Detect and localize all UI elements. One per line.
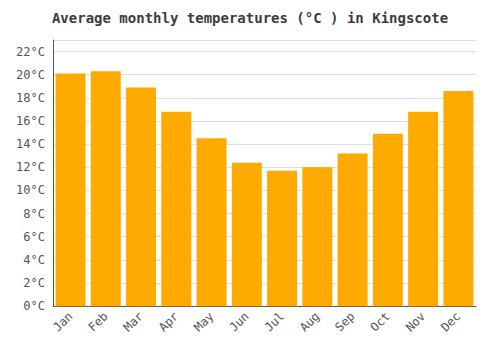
svg-text:May: May (191, 309, 216, 334)
svg-text:Jul: Jul (262, 309, 287, 334)
svg-text:2°C: 2°C (23, 276, 45, 290)
svg-text:0°C: 0°C (23, 299, 45, 313)
svg-text:Nov: Nov (403, 309, 428, 334)
svg-text:Jun: Jun (227, 309, 252, 334)
svg-text:Feb: Feb (86, 309, 111, 334)
svg-text:Jan: Jan (50, 309, 75, 334)
svg-text:20°C: 20°C (16, 68, 45, 82)
svg-text:Dec: Dec (438, 309, 463, 334)
svg-text:4°C: 4°C (23, 253, 45, 267)
svg-text:Mar: Mar (121, 309, 146, 334)
svg-text:8°C: 8°C (23, 207, 45, 221)
svg-text:22°C: 22°C (16, 45, 45, 59)
svg-text:12°C: 12°C (16, 160, 45, 174)
svg-text:Apr: Apr (156, 309, 181, 334)
svg-text:14°C: 14°C (16, 137, 45, 151)
svg-text:18°C: 18°C (16, 91, 45, 105)
svg-text:Average monthly temperatures (: Average monthly temperatures (°C ) in Ki… (52, 10, 448, 26)
svg-text:Oct: Oct (368, 309, 393, 334)
svg-text:Aug: Aug (297, 309, 322, 334)
svg-text:6°C: 6°C (23, 230, 45, 244)
svg-text:10°C: 10°C (16, 183, 45, 197)
svg-text:Sep: Sep (332, 309, 357, 334)
svg-text:16°C: 16°C (16, 114, 45, 128)
